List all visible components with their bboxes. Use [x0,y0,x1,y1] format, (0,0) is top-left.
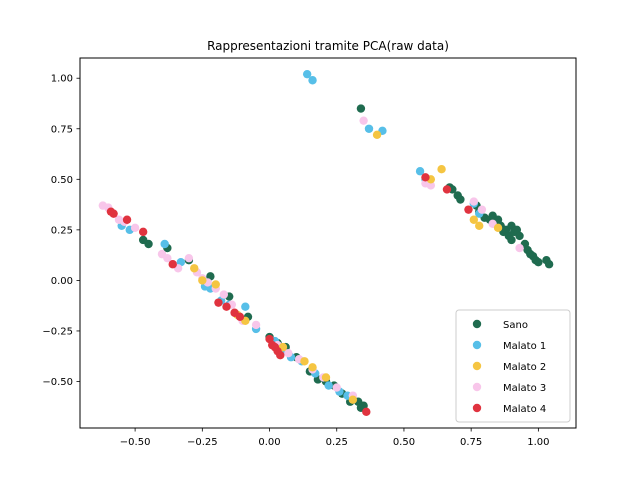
data-point [415,167,425,176]
x-tick-label: −0.50 [120,437,151,448]
legend-marker [472,382,482,392]
data-point [372,130,382,140]
y-tick-label: 0.00 [51,276,73,287]
x-tick-label: 0.00 [258,437,280,448]
data-point [241,302,250,311]
data-point [321,373,331,382]
data-point [426,181,436,190]
legend-label: Malato 1 [503,341,546,352]
data-point [300,357,309,366]
y-tick-label: −0.50 [42,377,73,388]
data-point [456,195,465,204]
points-layer [98,69,554,417]
data-point [276,351,285,360]
x-tick-label: −0.25 [187,437,218,448]
data-point [493,223,503,233]
data-point [469,215,479,224]
y-tick-label: 0.50 [51,175,73,186]
y-tick-label: 0.75 [51,124,73,135]
data-point [109,209,118,218]
data-point [515,243,524,253]
data-point [160,239,169,249]
plot-frame [79,57,577,429]
data-point [332,383,341,392]
legend-box [455,309,571,423]
legend-marker [472,319,482,329]
data-point [507,235,516,245]
legend-marker [472,340,482,350]
data-point [464,205,473,214]
legend: Sano Malato 1 Malato 2 Malato 3 Malato 4 [455,309,571,423]
data-point [348,395,358,404]
data-point [421,173,430,182]
x-tick-label: 0.50 [393,437,415,448]
data-point [442,185,452,194]
legend-label: Malato 3 [503,383,546,394]
legend-label: Sano [503,320,528,331]
data-point [138,227,148,237]
data-point [138,235,148,245]
y-tick-label: 0.25 [51,225,73,236]
data-point [364,124,374,133]
data-point [362,407,371,417]
legend-marker [472,403,482,413]
data-point [475,221,484,231]
x-axis: −0.50 −0.25 0.00 0.25 0.50 0.75 1.00 [120,428,549,448]
data-point [308,76,317,85]
x-tick-label: 1.00 [527,437,549,448]
legend-label: Malato 2 [503,362,546,373]
data-point [235,312,245,321]
data-point [302,69,312,79]
data-point [168,260,177,269]
legend-label: Malato 4 [503,404,546,415]
data-point [437,165,446,174]
data-point [544,260,554,269]
data-point [515,231,524,241]
data-point [130,223,140,233]
data-point [477,205,487,214]
y-tick-label: 1.00 [51,74,73,85]
data-point [190,264,199,273]
data-point [122,215,132,224]
legend-marker [472,361,482,371]
data-point [214,298,223,307]
data-point [284,348,293,358]
series-malato-4 [106,173,473,417]
data-point [308,363,317,372]
data-point [184,253,194,263]
data-point [359,116,368,125]
x-tick-label: 0.75 [460,437,482,448]
x-tick-label: 0.25 [326,437,348,448]
chart-title: Rappresentazioni tramite PCA(raw data) [207,39,449,53]
data-point [163,253,172,263]
data-point [469,197,479,206]
data-point [219,290,229,299]
y-axis: −0.50 −0.25 0.00 0.25 0.50 0.75 1.00 [42,74,80,388]
data-point [211,280,220,289]
y-tick-label: −0.25 [42,326,73,337]
data-point [222,302,231,311]
data-point [198,276,207,285]
data-point [356,104,366,113]
series-malato-2 [190,130,503,404]
data-point [251,320,261,330]
data-point [534,258,543,267]
data-point [324,381,333,390]
